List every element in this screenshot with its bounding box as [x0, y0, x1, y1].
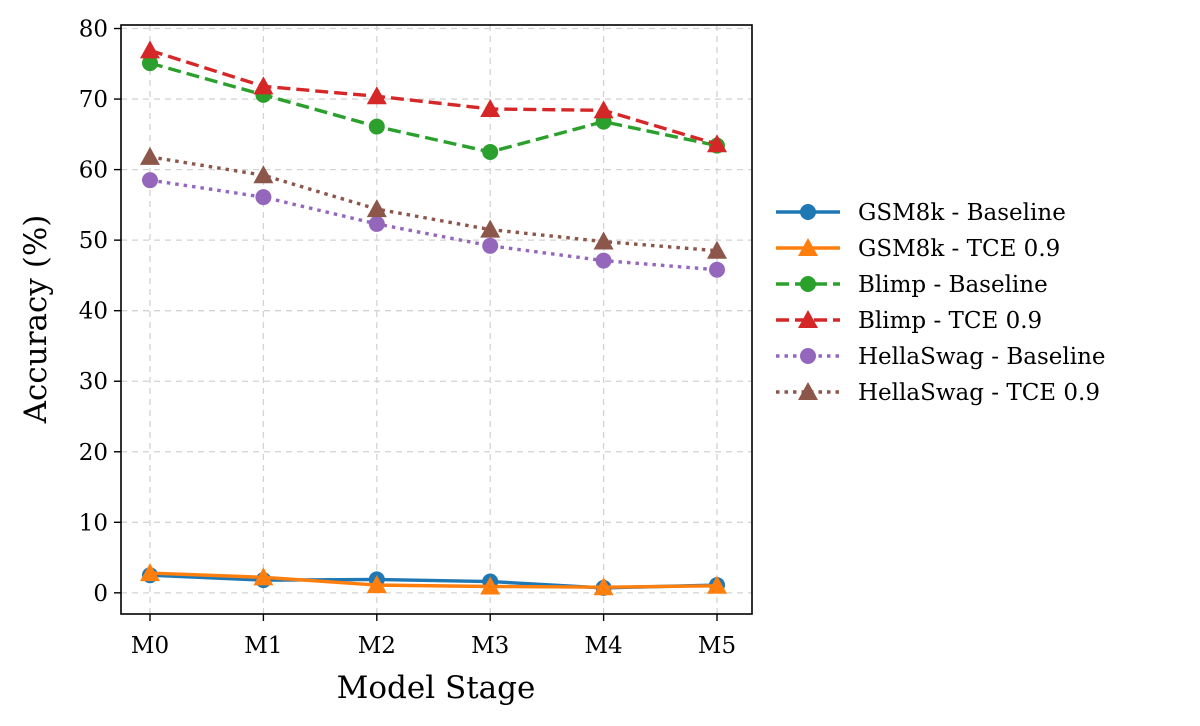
data-point-gsm8k-tce-0-9-m4 [593, 577, 614, 596]
data-point-hellaswag-tce-0-9-m0 [140, 146, 160, 165]
legend-entry-blimp-tce-0-9: Blimp - TCE 0.9 [776, 308, 1042, 334]
legend-label: HellaSwag - TCE 0.9 [858, 380, 1100, 406]
data-point-hellaswag-baseline-m2 [368, 215, 385, 232]
y-axis-label: Accuracy (%) [18, 215, 54, 425]
legend-label: Blimp - TCE 0.9 [858, 308, 1042, 334]
x-tick-label: M0 [131, 633, 169, 659]
y-tick-label: 20 [79, 440, 108, 466]
series-hellaswag-tce-0-9 [140, 146, 727, 259]
data-point-blimp-tce-0-9-m0 [140, 40, 160, 59]
data-point-blimp-tce-0-9-m3 [480, 98, 501, 117]
data-point-hellaswag-baseline-m4 [595, 252, 612, 269]
series-line-blimp-baseline [149, 61, 718, 154]
y-tick-label: 30 [79, 369, 108, 395]
y-tick-label: 10 [79, 510, 108, 536]
x-axis-label: Model Stage [337, 670, 536, 706]
legend-label: GSM8k - Baseline [858, 200, 1066, 226]
x-tick-label: M5 [698, 633, 736, 659]
series-blimp-baseline [142, 55, 725, 160]
legend: GSM8k - Baseline GSM8k - TCE 0.9 Blimp - B… [776, 200, 1106, 406]
series-line-gsm8k-tce-0-9 [149, 571, 718, 589]
data-point-gsm8k-tce-0-9-m2 [366, 575, 387, 594]
grid [121, 25, 752, 614]
y-tick-label: 60 [79, 158, 108, 184]
series-gsm8k-tce-0-9 [140, 563, 727, 596]
legend-marker [800, 276, 816, 292]
series-line-hellaswag-baseline [149, 178, 718, 272]
data-point-blimp-tce-0-9-m2 [366, 86, 387, 105]
data-point-hellaswag-tce-0-9-m2 [366, 199, 387, 218]
x-tick-label: M2 [358, 633, 396, 659]
legend-entry-gsm8k-baseline: GSM8k - Baseline [776, 200, 1066, 226]
x-tick-label: M1 [244, 633, 282, 659]
data-point-blimp-tce-0-9-m5 [707, 134, 727, 153]
legend-marker [798, 238, 818, 256]
legend-label: Blimp - Baseline [858, 272, 1048, 298]
legend-marker [800, 348, 816, 364]
legend-entry-blimp-baseline: Blimp - Baseline [776, 272, 1048, 298]
legend-entry-hellaswag-baseline: HellaSwag - Baseline [776, 344, 1106, 370]
data-point-blimp-baseline-m0 [142, 55, 158, 72]
legend-marker [800, 204, 816, 220]
legend-label: GSM8k - TCE 0.9 [858, 236, 1060, 262]
legend-marker [798, 382, 818, 400]
data-point-gsm8k-tce-0-9-m3 [480, 576, 501, 595]
y-tick-label: 50 [79, 228, 108, 254]
data-point-blimp-tce-0-9-m4 [593, 100, 614, 119]
legend-marker [798, 310, 818, 328]
data-point-gsm8k-tce-0-9-m0 [140, 563, 160, 582]
data-point-hellaswag-baseline-m1 [255, 189, 272, 206]
legend-entry-hellaswag-tce-0-9: HellaSwag - TCE 0.9 [776, 380, 1100, 406]
data-point-blimp-baseline-m3 [482, 143, 499, 160]
x-tick-label: M4 [585, 633, 623, 659]
data-point-hellaswag-baseline-m5 [709, 261, 725, 278]
x-tick-label: M3 [471, 633, 509, 659]
data-point-blimp-tce-0-9-m1 [253, 76, 274, 95]
data-point-hellaswag-tce-0-9-m4 [593, 231, 614, 250]
data-point-hellaswag-tce-0-9-m5 [707, 240, 727, 259]
plot-frame [120, 24, 753, 615]
series-blimp-tce-0-9 [140, 40, 727, 153]
series-hellaswag-baseline [142, 172, 725, 278]
series-line-hellaswag-tce-0-9 [149, 155, 718, 253]
axis-ticks: M0 M1 M2 M3 M4 M5 0 10 20 30 40 50 60 70 80 [79, 17, 736, 659]
data-point-hellaswag-baseline-m0 [142, 172, 158, 189]
y-tick-label: 0 [93, 581, 108, 607]
series-line-blimp-tce-0-9 [149, 48, 718, 146]
data-point-gsm8k-tce-0-9-m5 [707, 575, 727, 594]
y-tick-label: 80 [79, 17, 108, 43]
legend-label: HellaSwag - Baseline [858, 344, 1106, 370]
y-tick-label: 70 [79, 87, 108, 113]
data-point-gsm8k-tce-0-9-m1 [253, 567, 274, 586]
data-point-blimp-baseline-m2 [368, 118, 385, 135]
data-point-hellaswag-tce-0-9-m3 [480, 219, 501, 238]
data-point-hellaswag-tce-0-9-m1 [253, 165, 274, 184]
data-point-hellaswag-baseline-m3 [482, 237, 499, 254]
series-layer [140, 40, 727, 596]
series-gsm8k-baseline [142, 567, 725, 596]
legend-entry-gsm8k-tce-0-9: GSM8k - TCE 0.9 [776, 236, 1060, 262]
y-tick-label: 40 [79, 299, 108, 325]
